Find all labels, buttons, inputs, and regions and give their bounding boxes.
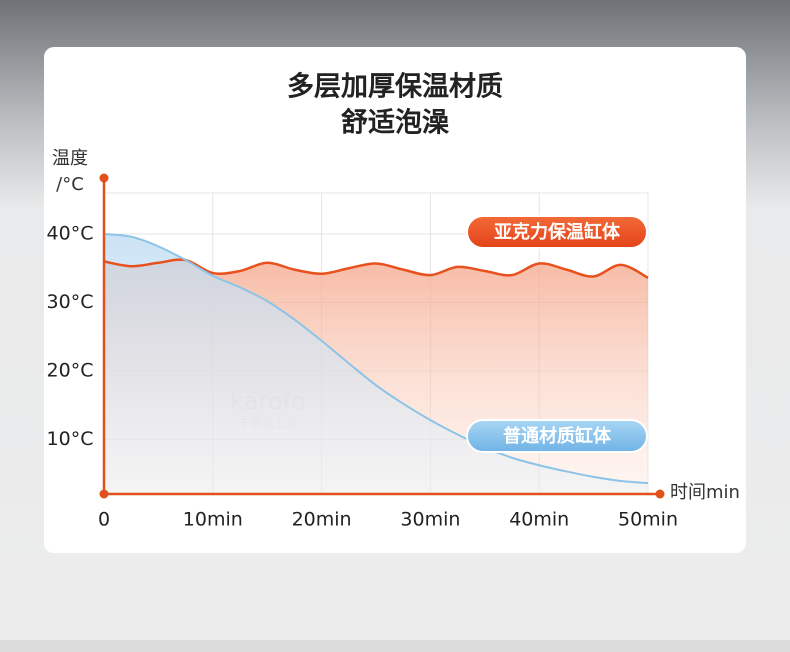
y-tick-label: 20°C — [47, 359, 94, 381]
chart-title: 多层加厚保温材质 — [287, 72, 503, 103]
axis-dot — [99, 489, 109, 499]
chart-subtitle: 舒适泡澡 — [341, 107, 449, 139]
legend-badge — [466, 419, 648, 453]
legend-label: 普通材质缸体 — [503, 425, 612, 447]
y-axis-label: /°C — [56, 174, 84, 195]
y-axis-label: 温度 — [52, 148, 88, 169]
y-tick-label: 30°C — [47, 291, 94, 313]
x-axis-label: 时间min — [670, 482, 740, 503]
x-tick-label: 0 — [98, 509, 110, 531]
series-line — [103, 233, 649, 485]
series-line — [103, 258, 649, 279]
plot: 10°C 20°C 30°C 40°C 0 10min 20min 30min 40min 50m… — [47, 173, 678, 531]
y-tick-label: 10°C — [47, 428, 94, 450]
legend-badge — [466, 215, 648, 249]
axis-dot — [655, 489, 665, 499]
legend-label: 亚克力保温缸体 — [494, 221, 621, 243]
legend-item: 普通材质缸体 — [466, 419, 648, 453]
x-tick-label: 40min — [509, 509, 569, 531]
x-tick-label: 30min — [400, 509, 460, 531]
x-tick-label: 10min — [183, 509, 243, 531]
legend-item: 亚克力保温缸体 — [466, 215, 648, 249]
series-area — [104, 234, 648, 494]
axis-dot — [99, 173, 109, 183]
bottom-band — [0, 640, 790, 652]
x-tick-label: 20min — [292, 509, 352, 531]
y-tick-label: 40°C — [47, 223, 94, 245]
x-tick-label: 50min — [618, 509, 678, 531]
